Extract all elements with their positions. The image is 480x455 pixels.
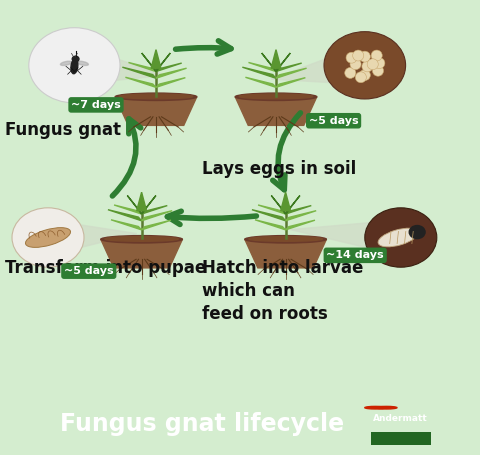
Ellipse shape: [245, 236, 326, 243]
Polygon shape: [151, 50, 161, 68]
Text: ~5 days: ~5 days: [64, 266, 114, 276]
Circle shape: [376, 406, 397, 409]
Circle shape: [365, 208, 437, 267]
Text: Hatch into larvae
which can
feed on roots: Hatch into larvae which can feed on root…: [202, 259, 363, 323]
Circle shape: [72, 56, 79, 62]
Ellipse shape: [115, 93, 197, 101]
Polygon shape: [108, 210, 142, 221]
Ellipse shape: [105, 237, 179, 241]
Polygon shape: [262, 53, 276, 71]
FancyBboxPatch shape: [371, 432, 431, 445]
Polygon shape: [286, 220, 315, 230]
Polygon shape: [111, 220, 142, 230]
Polygon shape: [142, 196, 156, 214]
Ellipse shape: [355, 72, 366, 83]
Polygon shape: [125, 77, 156, 87]
Circle shape: [365, 406, 386, 409]
Polygon shape: [156, 63, 182, 71]
Polygon shape: [156, 53, 170, 71]
Polygon shape: [286, 211, 316, 221]
Polygon shape: [286, 196, 300, 214]
Polygon shape: [290, 220, 403, 255]
Text: Fungus gnat lifecycle: Fungus gnat lifecycle: [60, 412, 344, 436]
Ellipse shape: [353, 50, 364, 61]
Polygon shape: [252, 210, 286, 221]
Ellipse shape: [101, 236, 182, 243]
Polygon shape: [122, 67, 156, 78]
Text: Transform into pupae: Transform into pupae: [5, 259, 206, 277]
Ellipse shape: [346, 52, 357, 63]
Ellipse shape: [71, 59, 78, 74]
Ellipse shape: [350, 59, 361, 70]
Polygon shape: [271, 46, 369, 85]
Text: ~7 days: ~7 days: [71, 100, 121, 110]
Polygon shape: [271, 196, 286, 214]
Ellipse shape: [235, 93, 317, 101]
Ellipse shape: [378, 228, 418, 247]
Polygon shape: [129, 62, 156, 71]
Ellipse shape: [25, 228, 71, 248]
Ellipse shape: [372, 66, 384, 76]
Polygon shape: [114, 205, 142, 214]
Polygon shape: [156, 78, 185, 87]
Circle shape: [29, 28, 120, 103]
Polygon shape: [276, 78, 305, 87]
Polygon shape: [142, 53, 156, 71]
Circle shape: [12, 208, 84, 267]
Ellipse shape: [359, 51, 371, 62]
Ellipse shape: [371, 50, 382, 61]
Ellipse shape: [367, 59, 378, 70]
Ellipse shape: [77, 61, 88, 66]
Polygon shape: [142, 211, 172, 221]
Ellipse shape: [345, 67, 356, 78]
Polygon shape: [276, 68, 307, 78]
Text: Lays eggs in soil: Lays eggs in soil: [202, 160, 356, 178]
Polygon shape: [245, 239, 326, 268]
Ellipse shape: [362, 61, 373, 72]
Polygon shape: [271, 50, 281, 68]
Polygon shape: [242, 67, 276, 78]
Text: Fungus gnat: Fungus gnat: [5, 121, 121, 139]
Polygon shape: [276, 63, 302, 71]
Ellipse shape: [239, 94, 313, 99]
Text: Andermatt: Andermatt: [373, 414, 428, 423]
Ellipse shape: [60, 61, 72, 66]
Polygon shape: [245, 77, 276, 87]
Polygon shape: [281, 192, 290, 211]
Polygon shape: [255, 220, 286, 230]
Polygon shape: [137, 192, 146, 211]
Polygon shape: [142, 220, 171, 230]
Circle shape: [409, 226, 425, 238]
Polygon shape: [71, 46, 166, 85]
Polygon shape: [156, 68, 187, 78]
Polygon shape: [249, 62, 276, 71]
Text: ~5 days: ~5 days: [309, 116, 359, 126]
Polygon shape: [101, 239, 182, 268]
Polygon shape: [276, 53, 290, 71]
Polygon shape: [142, 206, 168, 214]
Ellipse shape: [119, 94, 192, 99]
Circle shape: [324, 32, 406, 99]
Polygon shape: [47, 220, 137, 255]
Text: HOME & GARDEN: HOME & GARDEN: [377, 434, 425, 439]
Polygon shape: [235, 97, 317, 126]
Text: ~14 days: ~14 days: [326, 250, 384, 260]
Polygon shape: [127, 196, 142, 214]
Polygon shape: [286, 206, 312, 214]
Polygon shape: [115, 97, 197, 126]
Ellipse shape: [374, 58, 385, 69]
Polygon shape: [258, 205, 286, 214]
Ellipse shape: [249, 237, 323, 241]
Ellipse shape: [359, 70, 371, 81]
